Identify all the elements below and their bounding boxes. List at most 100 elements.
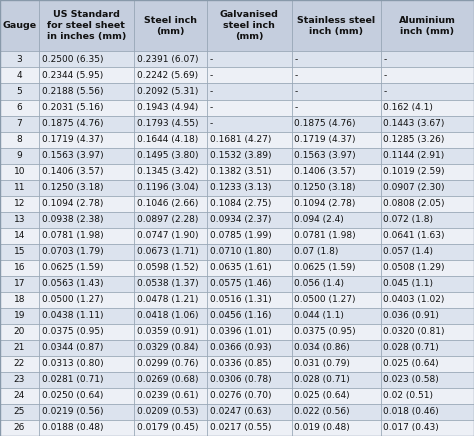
Bar bbox=[39, 260, 134, 276]
Bar bbox=[207, 340, 292, 356]
Text: -: - bbox=[210, 55, 213, 64]
Bar bbox=[134, 0, 207, 51]
Text: 12: 12 bbox=[14, 199, 25, 208]
Text: 0.0808 (2.05): 0.0808 (2.05) bbox=[383, 199, 445, 208]
Bar bbox=[134, 116, 207, 132]
Bar bbox=[381, 180, 474, 196]
Text: 0.1875 (4.76): 0.1875 (4.76) bbox=[42, 119, 103, 128]
Text: 0.0478 (1.21): 0.0478 (1.21) bbox=[137, 295, 198, 304]
Bar bbox=[134, 372, 207, 388]
Text: 0.0336 (0.85): 0.0336 (0.85) bbox=[210, 359, 272, 368]
Text: 0.2391 (6.07): 0.2391 (6.07) bbox=[137, 55, 198, 64]
Text: 14: 14 bbox=[14, 231, 25, 240]
Text: 0.2092 (5.31): 0.2092 (5.31) bbox=[137, 87, 198, 96]
Bar bbox=[0, 420, 39, 436]
Bar bbox=[0, 0, 39, 51]
Bar bbox=[292, 356, 381, 372]
Bar bbox=[292, 0, 381, 51]
Bar bbox=[292, 164, 381, 180]
Bar bbox=[39, 276, 134, 292]
Text: 21: 21 bbox=[14, 344, 25, 352]
Text: US Standard
for steel sheet
in inches (mm): US Standard for steel sheet in inches (m… bbox=[46, 10, 126, 41]
Text: -: - bbox=[383, 87, 387, 96]
Bar bbox=[381, 0, 474, 51]
Text: 0.025 (0.64): 0.025 (0.64) bbox=[383, 359, 439, 368]
Text: 0.1495 (3.80): 0.1495 (3.80) bbox=[137, 151, 198, 160]
Bar bbox=[381, 260, 474, 276]
Bar bbox=[0, 356, 39, 372]
Bar bbox=[381, 244, 474, 260]
Bar bbox=[0, 372, 39, 388]
Bar bbox=[381, 420, 474, 436]
Text: 0.1563 (3.97): 0.1563 (3.97) bbox=[42, 151, 103, 160]
Text: 0.028 (0.71): 0.028 (0.71) bbox=[294, 375, 350, 385]
Bar bbox=[381, 292, 474, 308]
Text: -: - bbox=[294, 55, 298, 64]
Text: -: - bbox=[383, 55, 387, 64]
Text: 0.057 (1.4): 0.057 (1.4) bbox=[383, 247, 433, 256]
Bar bbox=[134, 420, 207, 436]
Bar bbox=[0, 196, 39, 211]
Text: 0.0747 (1.90): 0.0747 (1.90) bbox=[137, 231, 198, 240]
Bar bbox=[39, 132, 134, 147]
Bar bbox=[39, 212, 134, 228]
Text: 22: 22 bbox=[14, 359, 25, 368]
Bar bbox=[39, 180, 134, 196]
Bar bbox=[0, 180, 39, 196]
Bar bbox=[39, 51, 134, 68]
Text: 0.0396 (1.01): 0.0396 (1.01) bbox=[210, 327, 272, 336]
Bar bbox=[292, 132, 381, 147]
Text: 0.0897 (2.28): 0.0897 (2.28) bbox=[137, 215, 198, 224]
Text: 15: 15 bbox=[14, 247, 25, 256]
Text: 0.0516 (1.31): 0.0516 (1.31) bbox=[210, 295, 272, 304]
Text: 0.1406 (3.57): 0.1406 (3.57) bbox=[42, 167, 103, 176]
Bar bbox=[381, 116, 474, 132]
Text: 0.1406 (3.57): 0.1406 (3.57) bbox=[294, 167, 356, 176]
Text: 0.0299 (0.76): 0.0299 (0.76) bbox=[137, 359, 198, 368]
Bar bbox=[134, 356, 207, 372]
Text: 0.1250 (3.18): 0.1250 (3.18) bbox=[42, 183, 103, 192]
Text: 0.0785 (1.99): 0.0785 (1.99) bbox=[210, 231, 272, 240]
Bar bbox=[381, 68, 474, 83]
Text: 0.044 (1.1): 0.044 (1.1) bbox=[294, 311, 344, 320]
Text: 0.0359 (0.91): 0.0359 (0.91) bbox=[137, 327, 198, 336]
Bar bbox=[381, 196, 474, 211]
Bar bbox=[381, 356, 474, 372]
Text: 0.0281 (0.71): 0.0281 (0.71) bbox=[42, 375, 103, 385]
Text: 0.0403 (1.02): 0.0403 (1.02) bbox=[383, 295, 445, 304]
Bar bbox=[292, 68, 381, 83]
Text: 0.0710 (1.80): 0.0710 (1.80) bbox=[210, 247, 272, 256]
Bar bbox=[134, 228, 207, 244]
Bar bbox=[207, 260, 292, 276]
Bar bbox=[292, 324, 381, 340]
Text: 25: 25 bbox=[14, 408, 25, 416]
Text: 0.0538 (1.37): 0.0538 (1.37) bbox=[137, 279, 198, 288]
Bar bbox=[292, 420, 381, 436]
Text: 0.0500 (1.27): 0.0500 (1.27) bbox=[294, 295, 356, 304]
Text: -: - bbox=[294, 71, 298, 80]
Bar bbox=[134, 404, 207, 420]
Text: 0.2500 (6.35): 0.2500 (6.35) bbox=[42, 55, 103, 64]
Text: 0.056 (1.4): 0.056 (1.4) bbox=[294, 279, 344, 288]
Bar bbox=[134, 244, 207, 260]
Text: 0.0320 (0.81): 0.0320 (0.81) bbox=[383, 327, 445, 336]
Bar bbox=[207, 356, 292, 372]
Text: -: - bbox=[210, 71, 213, 80]
Text: 0.045 (1.1): 0.045 (1.1) bbox=[383, 279, 433, 288]
Text: 16: 16 bbox=[14, 263, 25, 272]
Text: 0.1719 (4.37): 0.1719 (4.37) bbox=[294, 135, 356, 144]
Bar bbox=[207, 0, 292, 51]
Text: -: - bbox=[294, 103, 298, 112]
Text: 0.028 (0.71): 0.028 (0.71) bbox=[383, 344, 439, 352]
Bar bbox=[39, 84, 134, 99]
Text: -: - bbox=[210, 103, 213, 112]
Text: 0.162 (4.1): 0.162 (4.1) bbox=[383, 103, 433, 112]
Text: 0.0500 (1.27): 0.0500 (1.27) bbox=[42, 295, 103, 304]
Text: 0.1875 (4.76): 0.1875 (4.76) bbox=[294, 119, 356, 128]
Text: 0.0366 (0.93): 0.0366 (0.93) bbox=[210, 344, 272, 352]
Bar bbox=[292, 292, 381, 308]
Bar bbox=[0, 164, 39, 180]
Bar bbox=[134, 340, 207, 356]
Bar bbox=[134, 260, 207, 276]
Bar bbox=[0, 68, 39, 83]
